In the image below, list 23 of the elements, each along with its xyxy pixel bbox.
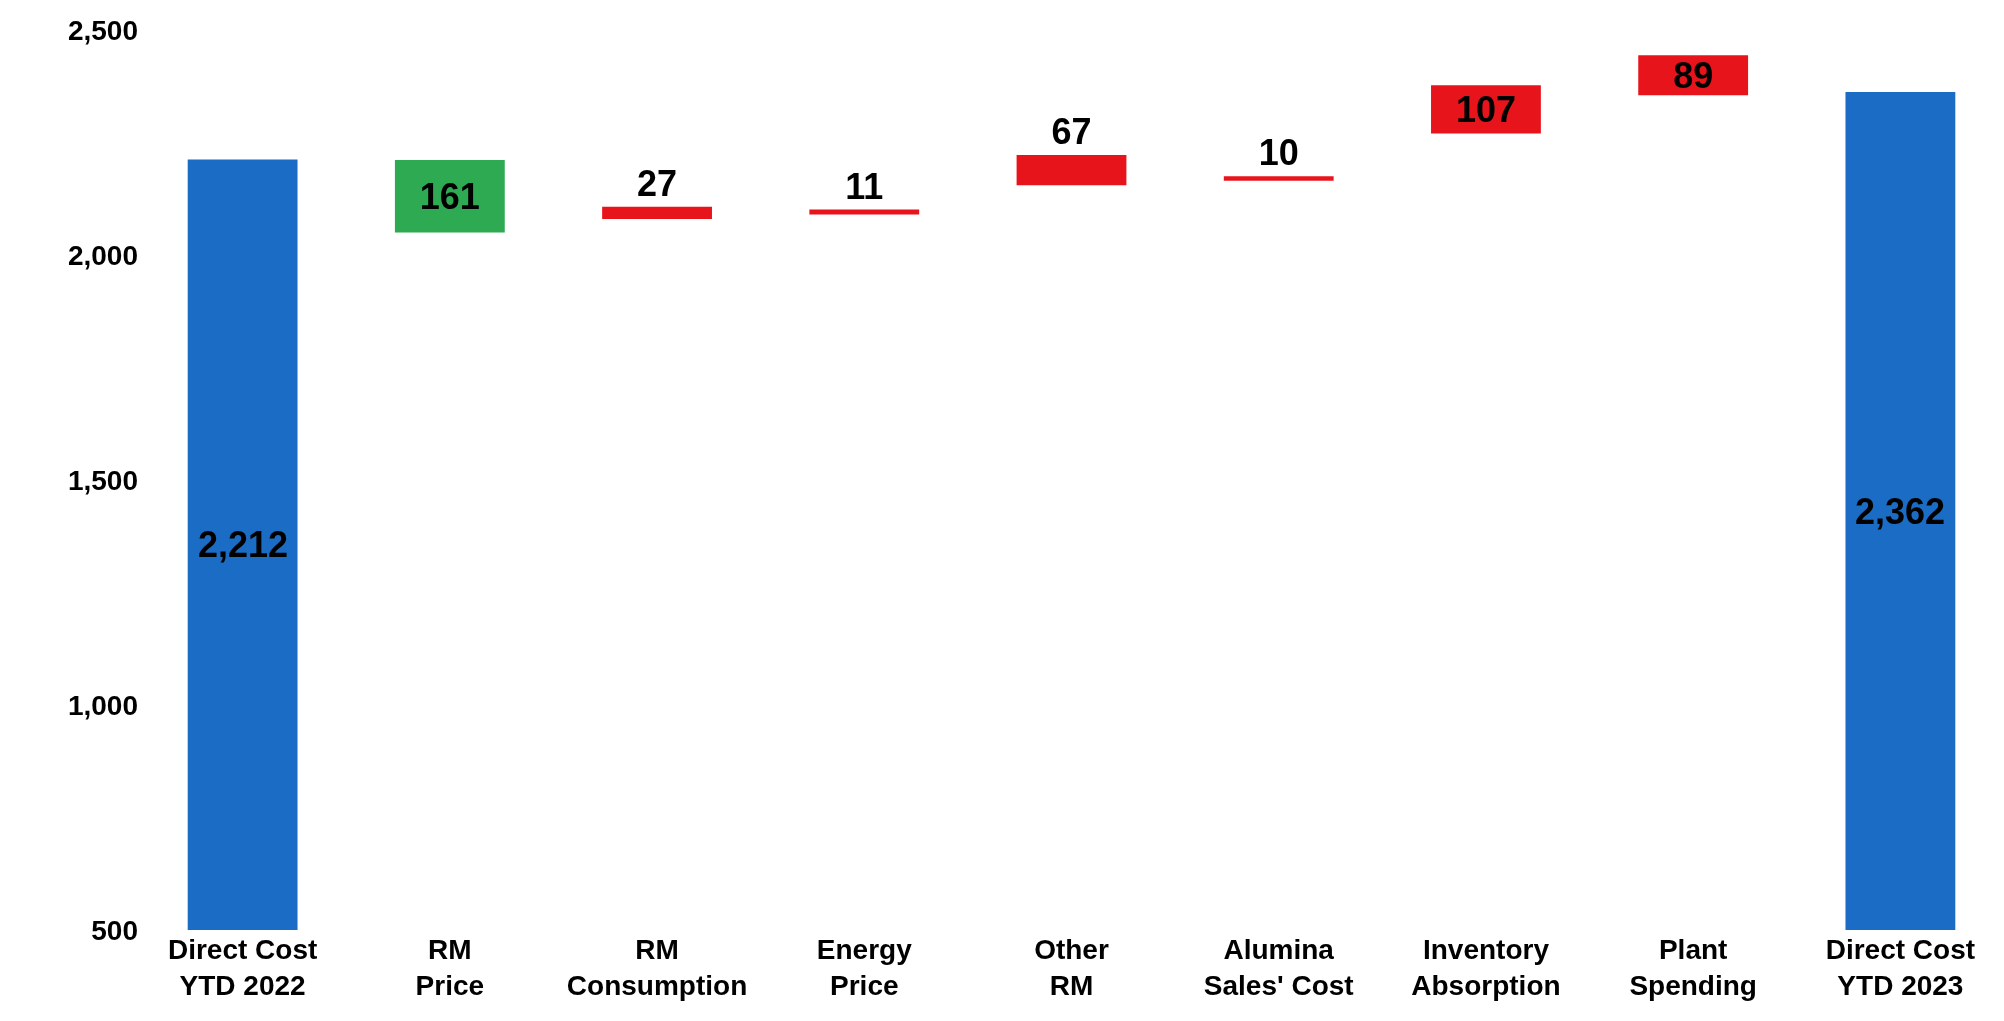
- y-tick-label: 1,500: [67, 464, 138, 496]
- y-tick-label: 2,000: [67, 239, 138, 271]
- data-label: 67: [1051, 111, 1092, 153]
- x-tick-label: RM Price: [415, 934, 485, 1002]
- y-tick-label: 1,000: [67, 689, 138, 721]
- data-label: 2,362: [1855, 491, 1946, 532]
- x-tick-label: Alumina Sales' Cost: [1203, 934, 1354, 1002]
- x-tick-label: Inventory Absorption: [1411, 934, 1561, 1002]
- x-tick-label: Direct Cost YTD 2023: [1825, 934, 1976, 1002]
- x-tick-label: Energy Price: [816, 934, 913, 1002]
- data-label: 2,212: [198, 524, 289, 565]
- data-label: 27: [637, 162, 678, 204]
- data-label: 10: [1258, 132, 1299, 174]
- data-label: 161: [419, 175, 480, 217]
- y-tick-label: 2,500: [67, 14, 138, 46]
- x-tick-label: Other RM: [1034, 934, 1109, 1002]
- data-label: 89: [1673, 54, 1714, 96]
- y-tick-label: 500: [91, 914, 138, 946]
- x-tick-label: Plant Spending: [1629, 934, 1757, 1002]
- x-tick-label: RM Consumption: [566, 934, 748, 1002]
- x-tick-label: Direct Cost YTD 2022: [167, 934, 318, 1002]
- data-label: 107: [1455, 88, 1516, 130]
- data-label: 11: [845, 165, 884, 207]
